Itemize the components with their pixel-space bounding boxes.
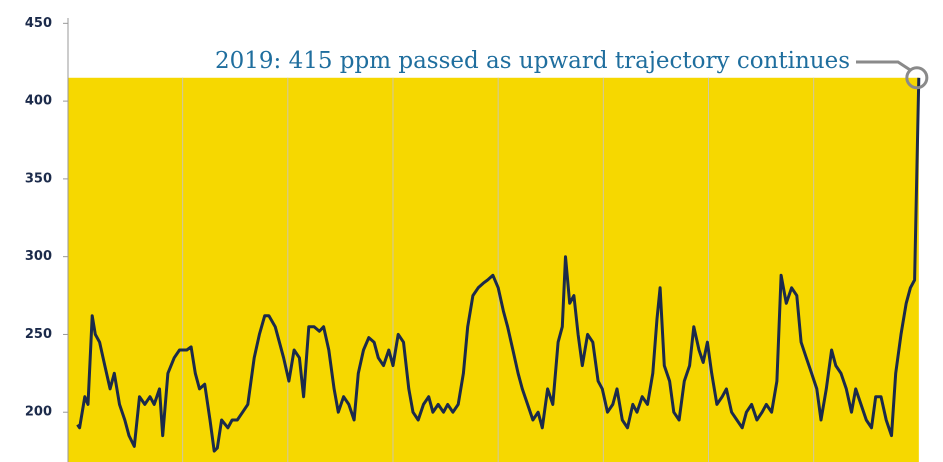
grid: 200 250 300 350 400 450 <box>25 16 815 462</box>
data-line <box>76 77 921 453</box>
background <box>68 77 919 462</box>
y-tick-label: 450 <box>25 16 52 31</box>
highlight-area <box>68 77 919 462</box>
plot <box>76 60 929 453</box>
annotation: 2019: 415 ppm passed as upward trajector… <box>215 48 850 74</box>
y-tick-label: 350 <box>25 171 52 186</box>
leader-line <box>856 60 911 72</box>
end-marker <box>905 66 929 90</box>
y-tick-label: 250 <box>25 327 52 342</box>
y-tick-label: 300 <box>25 249 52 264</box>
y-tick-label: 200 <box>25 405 52 420</box>
y-tick-label: 400 <box>25 94 52 109</box>
